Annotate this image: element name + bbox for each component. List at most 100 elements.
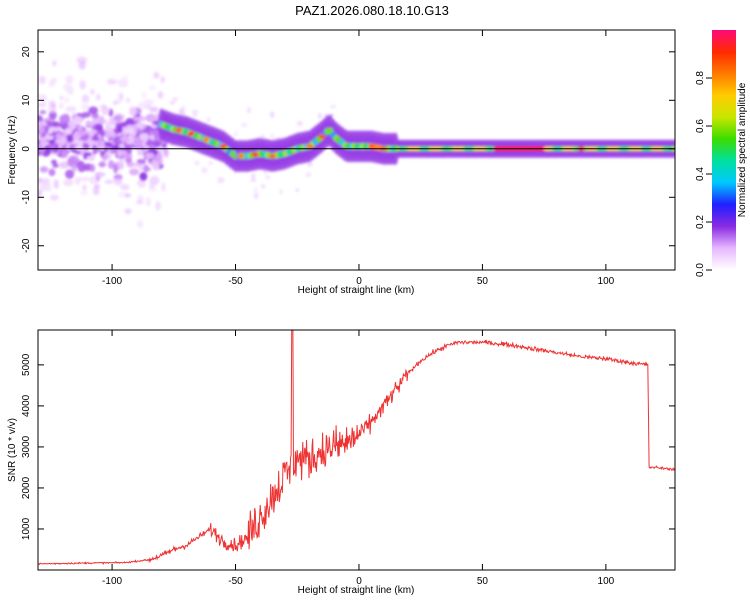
spectrogram-cell <box>172 97 179 102</box>
x-tick-label: -100 <box>102 276 122 287</box>
spectrogram-cell <box>59 114 71 124</box>
spectrogram-cell <box>122 132 127 142</box>
spectrogram-cell <box>145 126 151 133</box>
spectrogram-cell <box>80 190 88 196</box>
spectrogram-cell <box>103 141 113 147</box>
spectrogram-cell <box>70 139 82 145</box>
spectrogram-cell <box>261 183 266 189</box>
spectrogram-ylabel: Frequency (Hz) <box>7 116 18 185</box>
spectrogram-cell <box>306 160 313 168</box>
spectrogram-cell <box>219 144 227 149</box>
spectrogram-cell <box>91 112 99 119</box>
spectrogram-cell <box>46 120 52 128</box>
spectrogram-cell <box>78 60 86 70</box>
spectrogram-cell <box>65 75 74 85</box>
spectrogram-cell <box>127 126 132 134</box>
y-tick-label: 20 <box>21 46 32 58</box>
spectrogram-cell <box>253 192 259 200</box>
spectrogram-cell <box>38 146 46 155</box>
chart-title: PAZ1.2026.080.18.10.G13 <box>295 3 449 18</box>
spectrogram-cell <box>145 196 151 207</box>
spectrogram-cell <box>296 120 303 127</box>
spectrogram-cell <box>122 75 129 80</box>
colorbar-tick-label: 0.8 <box>695 71 706 85</box>
spectrogram-cells <box>38 56 675 229</box>
spectrogram-cell <box>86 121 95 127</box>
spectrogram-cell <box>145 140 154 146</box>
spectrogram-cell <box>153 71 160 79</box>
spectrogram-cell <box>74 176 81 185</box>
spectrogram-cell <box>206 117 211 123</box>
y-tick-label: 3000 <box>21 435 32 458</box>
spectrogram-cell <box>47 100 56 105</box>
spectrogram-cell <box>89 88 95 95</box>
spectrogram-cell <box>71 164 77 173</box>
spectrogram-cell <box>160 76 165 84</box>
spectrogram-cell <box>136 148 143 157</box>
spectrogram-cell <box>81 111 91 118</box>
spectrogram-cell <box>163 146 168 156</box>
snr-panel: -100 -50 0 50 100 1000 2000 3000 4000 5000 Height… <box>7 329 676 596</box>
spectrogram-cell <box>55 133 62 140</box>
spectrogram-cell <box>49 194 59 201</box>
spectrogram-cell <box>217 177 225 184</box>
spectrogram-cell <box>150 159 159 167</box>
spectrogram-cell <box>240 122 248 128</box>
spectrogram-cell <box>53 179 60 189</box>
spectrogram-cell <box>269 132 275 139</box>
spectrogram-cell <box>82 184 87 191</box>
spectrogram-cell <box>117 125 123 134</box>
spectrogram-cell <box>77 130 87 136</box>
spectrogram-cell <box>125 153 133 160</box>
spectrogram-cell <box>250 173 256 179</box>
x-tick-label: 100 <box>598 576 615 587</box>
spectrogram-cell <box>39 166 49 173</box>
spectrogram-cell <box>124 193 132 198</box>
snr-ylabel: SNR (10 * v/v) <box>7 418 18 482</box>
spectrogram-cell <box>94 123 103 132</box>
spectrogram-cell <box>155 153 162 160</box>
spectrogram-cell <box>67 120 75 128</box>
y-tick-label: 5000 <box>21 353 32 376</box>
spectrogram-cell <box>65 169 75 179</box>
spectrogram-cell <box>139 172 148 182</box>
spectrogram-cell <box>38 94 48 100</box>
spectrogram-cell <box>114 178 123 185</box>
spectrogram-cell <box>98 161 106 168</box>
snr-xlabel: Height of straight line (km) <box>298 585 415 596</box>
spectrogram-cell <box>88 106 99 115</box>
spectrogram-cell <box>134 139 143 149</box>
spectrogram-cell <box>50 127 61 132</box>
spectrogram-cell <box>64 96 70 104</box>
spectrogram-cell <box>141 91 147 99</box>
x-tick-label: 50 <box>477 576 489 587</box>
snr-background <box>38 330 675 570</box>
colorbar: 0.0 0.2 0.4 0.6 0.8 Normalized spectral ampl… <box>695 30 748 277</box>
spectrogram-cell <box>107 160 115 169</box>
spectrogram-cell <box>89 164 96 173</box>
spectrogram-cell <box>100 142 105 153</box>
spectrogram-cell <box>104 179 114 184</box>
spectrogram-cell <box>39 139 48 146</box>
x-tick-label: 0 <box>356 576 362 587</box>
spectrogram-cell <box>125 117 135 126</box>
spectrogram-cell <box>83 152 92 157</box>
x-tick-label: -50 <box>228 276 243 287</box>
snr-frame <box>37 329 676 571</box>
spectrogram-cell <box>149 106 159 113</box>
spectrogram-cell <box>58 102 64 109</box>
spectrogram-cell <box>72 116 84 125</box>
spectrogram-cell <box>92 147 100 154</box>
spectrogram-cell <box>152 120 160 125</box>
colorbar-tick-label: 0.2 <box>695 215 706 229</box>
spectrogram-cell <box>270 111 275 118</box>
spectrogram-cell <box>77 162 87 173</box>
spectrogram-cell <box>194 160 200 165</box>
spectrogram-cell <box>175 128 183 133</box>
spectrogram-cell <box>42 177 51 185</box>
spectrogram-cell <box>108 126 113 132</box>
colorbar-ticks: 0.0 0.2 0.4 0.6 0.8 <box>695 71 712 277</box>
